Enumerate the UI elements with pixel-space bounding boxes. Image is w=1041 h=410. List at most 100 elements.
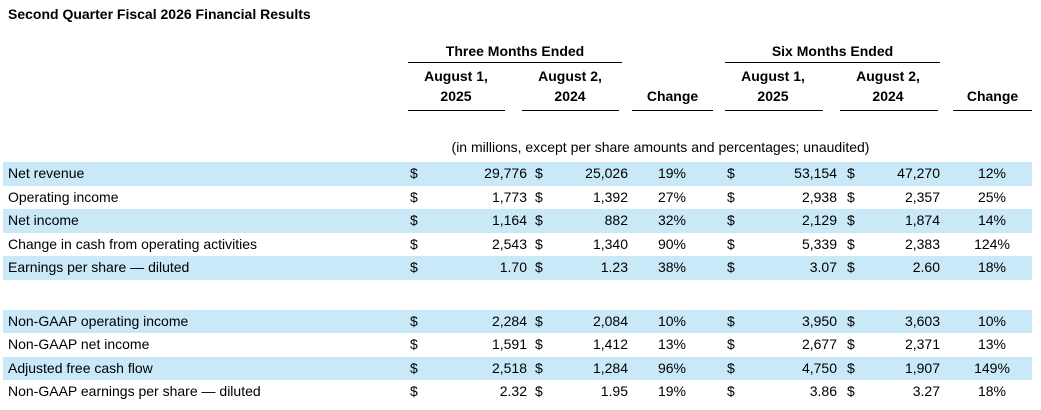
page-title: Second Quarter Fiscal 2026 Financial Res… [8, 6, 311, 22]
dollar-sign-sm-2025: $ [727, 165, 735, 181]
dollar-sign-tm-2024: $ [535, 165, 543, 181]
value-tm-2024: 882 [604, 212, 628, 228]
dollar-sign-tm-2025: $ [410, 212, 418, 228]
dollar-sign-sm-2024: $ [847, 165, 855, 181]
value-tm-2025: 1.70 [499, 259, 527, 275]
dollar-sign-sm-2024: $ [847, 235, 855, 252]
value-sm-2024: 47,270 [897, 165, 940, 181]
section-spacer [3, 280, 1032, 310]
row-label: Non-GAAP net income [8, 336, 150, 352]
value-sm-2024: 2,383 [904, 235, 940, 252]
col-header-tm-2025: August 1, 2025 [406, 66, 506, 106]
table-row: Non-GAAP operating income $ 2,284 $ 2,08… [3, 309, 1032, 333]
value-tm-2024: 1,284 [592, 359, 628, 376]
value-sm-2024: 2,357 [904, 188, 940, 205]
col-header-line1: August 1, [424, 68, 488, 84]
value-tm-2025: 2,543 [491, 235, 527, 252]
table-row: Operating income $ 1,773 $ 1,392 27% $ 2… [3, 186, 1032, 210]
value-tm-change: 38% [657, 259, 687, 275]
col-rule-tm-2024 [522, 110, 619, 111]
row-label: Non-GAAP operating income [8, 312, 189, 329]
table-row: Non-GAAP net income $ 1,591 $ 1,412 13% … [3, 333, 1032, 357]
dollar-sign-tm-2024: $ [535, 188, 543, 205]
row-label: Adjusted free cash flow [8, 359, 153, 376]
dollar-sign-tm-2024: $ [535, 383, 543, 399]
col-rule-sm-2025 [725, 110, 823, 111]
value-sm-2025: 53,154 [794, 165, 837, 181]
value-sm-2025: 3.86 [809, 383, 837, 399]
value-tm-2025: 2.32 [499, 383, 527, 399]
value-tm-2025: 29,776 [484, 165, 527, 181]
col-header-sm-change: Change [966, 88, 1019, 104]
value-tm-change: 32% [657, 212, 687, 228]
group-header-three-months: Three Months Ended [445, 43, 585, 59]
value-tm-change: 96% [657, 359, 687, 376]
value-sm-change: 14% [977, 212, 1007, 228]
row-label: Net income [8, 212, 79, 228]
value-sm-2025: 5,339 [801, 235, 837, 252]
col-header-line2: 2024 [554, 88, 586, 104]
col-rule-sm-change [953, 110, 1032, 111]
col-header-line1: August 2, [538, 68, 602, 84]
dollar-sign-tm-2024: $ [535, 212, 543, 228]
row-label: Earnings per share — diluted [8, 259, 190, 275]
col-header-tm-change: Change [646, 88, 699, 104]
dollar-sign-tm-2025: $ [410, 165, 418, 181]
dollar-sign-sm-2025: $ [727, 312, 735, 329]
results-table: Net revenue $ 29,776 $ 25,026 19% $ 53,1… [3, 162, 1032, 404]
value-tm-2024: 1,392 [592, 188, 628, 205]
group-rule-three-months [408, 62, 622, 63]
dollar-sign-sm-2025: $ [727, 235, 735, 252]
value-sm-2025: 2,129 [801, 212, 837, 228]
dollar-sign-tm-2025: $ [410, 312, 418, 329]
col-rule-sm-2024 [840, 110, 938, 111]
value-tm-2024: 2,084 [592, 312, 628, 329]
col-header-line2: 2025 [440, 88, 472, 104]
dollar-sign-tm-2025: $ [410, 359, 418, 376]
dollar-sign-sm-2025: $ [727, 188, 735, 205]
value-tm-2024: 25,026 [585, 165, 628, 181]
value-tm-2025: 2,518 [491, 359, 527, 376]
value-sm-2024: 3.27 [912, 383, 940, 399]
group-header-six-months: Six Months Ended [771, 43, 894, 59]
dollar-sign-sm-2024: $ [847, 336, 855, 352]
non-gaap-section: Non-GAAP operating income $ 2,284 $ 2,08… [3, 309, 1032, 404]
table-row: Non-GAAP earnings per share — diluted $ … [3, 380, 1032, 404]
value-sm-2024: 1,874 [904, 212, 940, 228]
value-sm-2024: 2.60 [912, 259, 940, 275]
value-sm-change: 18% [977, 259, 1007, 275]
table-row: Adjusted free cash flow $ 2,518 $ 1,284 … [3, 356, 1032, 380]
col-header-sm-2025: August 1, 2025 [723, 66, 823, 106]
value-sm-2024: 1,907 [904, 359, 940, 376]
row-label: Net revenue [8, 165, 85, 181]
dollar-sign-sm-2025: $ [727, 259, 735, 275]
value-tm-2025: 2,284 [491, 312, 527, 329]
value-sm-2025: 2,677 [801, 336, 837, 352]
value-sm-2025: 4,750 [801, 359, 837, 376]
dollar-sign-sm-2024: $ [847, 359, 855, 376]
value-tm-change: 10% [657, 312, 687, 329]
group-rule-six-months [725, 62, 940, 63]
col-header-line2: 2024 [872, 88, 904, 104]
dollar-sign-tm-2025: $ [410, 235, 418, 252]
value-sm-2025: 3,950 [801, 312, 837, 329]
value-tm-change: 27% [657, 188, 687, 205]
value-tm-2024: 1,412 [592, 336, 628, 352]
dollar-sign-sm-2024: $ [847, 259, 855, 275]
value-sm-change: 25% [977, 188, 1007, 205]
row-label: Operating income [8, 188, 119, 205]
value-sm-2025: 3.07 [809, 259, 837, 275]
gaap-section: Net revenue $ 29,776 $ 25,026 19% $ 53,1… [3, 162, 1032, 280]
row-label: Non-GAAP earnings per share — diluted [8, 383, 261, 399]
value-sm-2024: 2,371 [904, 336, 940, 352]
dollar-sign-tm-2025: $ [410, 188, 418, 205]
col-header-line2: 2025 [757, 88, 789, 104]
dollar-sign-sm-2024: $ [847, 212, 855, 228]
dollar-sign-tm-2024: $ [535, 336, 543, 352]
value-tm-change: 19% [657, 383, 687, 399]
row-label: Change in cash from operating activities [8, 235, 258, 252]
units-note: (in millions, except per share amounts a… [451, 139, 870, 155]
value-tm-2024: 1.95 [600, 383, 628, 399]
value-tm-2024: 1.23 [600, 259, 628, 275]
